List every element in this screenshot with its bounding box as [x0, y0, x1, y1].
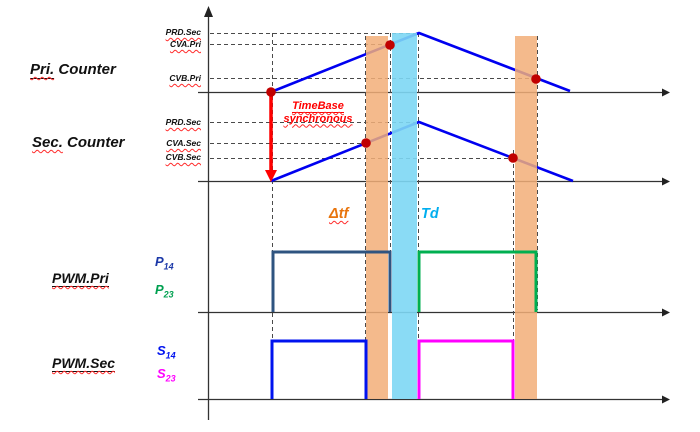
- timebase-sync-arrowhead: [265, 170, 277, 182]
- p14-signal-label: P14: [155, 254, 174, 272]
- pwm-pri-axis-arrowhead: [662, 308, 670, 317]
- vertical-axis-arrowhead: [204, 6, 213, 17]
- cva-pri-level-label: CVA.Pri: [169, 39, 201, 49]
- pri-counter-title: Pri. Counter: [30, 61, 116, 79]
- marker-cva-pri: [385, 40, 395, 50]
- marker-cva-sec: [361, 138, 371, 148]
- cvb-pri-level-label: CVB.Pri: [169, 73, 201, 83]
- marker-cvb-pri: [531, 74, 541, 84]
- cva-sec-level-label: CVA.Sec: [166, 138, 201, 148]
- s23-signal-label: S23: [157, 366, 176, 384]
- prd-sec-level-label: PRD.Sec: [165, 117, 201, 127]
- pwm-pri-p23-pulse: [417, 250, 538, 312]
- cvb-sec-level-label: CVB.Sec: [165, 152, 201, 162]
- td-interval-label: Td: [421, 206, 439, 222]
- dtf-band-right: [515, 36, 537, 399]
- timebase-sync-annotation: TimeBase synchronous: [283, 100, 353, 125]
- dtf-band-left: [366, 36, 388, 399]
- pwm-sec-title: PWM.Sec: [52, 355, 116, 372]
- pri-counter-axis-arrowhead: [662, 88, 670, 97]
- prd-sec-pri-level-label: PRD.Sec: [165, 27, 201, 37]
- pwm-sec-s23-pulse: [417, 339, 515, 399]
- td-band: [392, 33, 417, 399]
- marker-counter-start: [266, 87, 276, 97]
- pwm-pri-title: PWM.Pri: [52, 270, 109, 287]
- sec-counter-axis-arrowhead: [662, 177, 670, 186]
- s14-signal-label: S14: [157, 343, 176, 361]
- dtf-interval-label: Δtf: [329, 206, 349, 222]
- pwm-sec-s14-pulse: [270, 339, 368, 399]
- sec-counter-title: Sec. Counter: [32, 134, 125, 151]
- pwm-pri-p14-pulse: [271, 250, 392, 312]
- pwm-sec-axis-arrowhead: [662, 395, 670, 404]
- marker-cvb-sec: [508, 153, 518, 163]
- p23-signal-label: P23: [155, 282, 174, 300]
